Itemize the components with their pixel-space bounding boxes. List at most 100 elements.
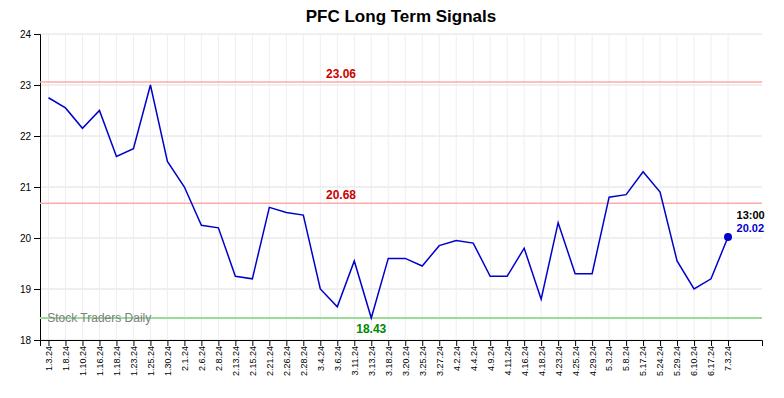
x-tick-label: 3.11.24 xyxy=(350,346,360,375)
x-tick-label: 5.29.24 xyxy=(672,346,682,376)
x-tick: 4.29.24 xyxy=(587,340,597,376)
price-line xyxy=(48,85,728,318)
x-tick: 3.13.24 xyxy=(367,340,377,376)
x-tick: 5.3.24 xyxy=(604,340,614,371)
x-tick-mark xyxy=(405,340,406,346)
x-tick-label: 3.20.24 xyxy=(401,346,411,376)
grid-line-x xyxy=(82,34,83,340)
x-tick: 4.4.24 xyxy=(469,340,479,371)
x-tick-label: 2.28.24 xyxy=(299,346,309,376)
last-label: 13:00 xyxy=(737,209,765,221)
x-tick: 1.10.24 xyxy=(78,340,88,376)
grid-line-x xyxy=(201,34,202,340)
y-tick: 23 xyxy=(20,80,40,91)
x-tick-label: 2.6.24 xyxy=(197,346,207,371)
x-tick-mark xyxy=(337,340,338,346)
y-tick-label: 23 xyxy=(20,80,32,91)
x-axis-line xyxy=(41,341,763,347)
grid-line-x xyxy=(439,34,440,340)
x-tick: 4.23.24 xyxy=(554,340,564,376)
grid-line-x xyxy=(48,34,49,340)
grid-line-x xyxy=(167,34,168,340)
grid-line-x xyxy=(660,34,661,340)
x-tick: 3.18.24 xyxy=(384,340,394,376)
x-tick-label: 3.25.24 xyxy=(418,346,428,376)
x-tick-label: 2.8.24 xyxy=(214,346,224,371)
grid-line-x xyxy=(575,34,576,340)
x-tick-label: 1.10.24 xyxy=(78,346,88,376)
x-tick: 1.23.24 xyxy=(129,340,139,376)
x-tick-label: 2.13.24 xyxy=(231,346,241,376)
grid-line-x xyxy=(524,34,525,340)
grid-line-x xyxy=(218,34,219,340)
marks xyxy=(40,82,762,318)
x-tick: 2.15.24 xyxy=(248,340,258,376)
x-tick: 4.2.24 xyxy=(452,340,462,371)
x-tick-mark xyxy=(235,340,236,346)
grid xyxy=(40,34,762,340)
x-tick: 1.3.24 xyxy=(44,340,54,371)
x-tick-mark xyxy=(422,340,423,346)
x-tick-mark xyxy=(643,340,644,346)
x-tick: 2.13.24 xyxy=(231,340,241,376)
x-tick: 1.18.24 xyxy=(112,340,122,376)
grid-line-y xyxy=(40,85,762,86)
x-tick-label: 6.10.24 xyxy=(689,346,699,376)
x-tick-mark xyxy=(150,340,151,346)
x-tick-label: 4.25.24 xyxy=(571,346,581,376)
x-tick-label: 7.3.24 xyxy=(723,346,733,371)
grid-line-x xyxy=(456,34,457,340)
x-tick: 1.16.24 xyxy=(95,340,105,376)
last-point xyxy=(724,233,732,241)
x-tick: 5.17.24 xyxy=(638,340,648,376)
grid-line-x xyxy=(405,34,406,340)
x-tick-mark xyxy=(507,340,508,346)
x-tick: 7.3.24 xyxy=(723,340,733,371)
y-tick-mark xyxy=(34,340,40,341)
x-tick-mark xyxy=(48,340,49,346)
y-tick-label: 18 xyxy=(20,335,32,346)
x-tick-mark xyxy=(456,340,457,346)
x-tick-label: 4.29.24 xyxy=(587,346,597,376)
y-axis-line xyxy=(34,35,41,341)
x-tick: 5.8.24 xyxy=(621,340,631,371)
x-tick-mark xyxy=(694,340,695,346)
grid-line-x xyxy=(541,34,542,340)
signal-label: 18.43 xyxy=(356,322,386,336)
grid-line-x xyxy=(371,34,372,340)
grid-line-x xyxy=(490,34,491,340)
grid-line-y xyxy=(40,238,762,239)
y-tick-mark xyxy=(34,238,40,239)
x-tick: 2.26.24 xyxy=(282,340,292,376)
grid-line-x xyxy=(643,34,644,340)
x-tick-mark xyxy=(269,340,270,346)
y-tick-label: 24 xyxy=(20,29,32,40)
y-tick: 20 xyxy=(20,233,40,244)
y-tick-mark xyxy=(34,34,40,35)
title: PFC Long Term Signals xyxy=(306,7,496,26)
x-tick: 2.1.24 xyxy=(180,340,190,371)
grid-line-x xyxy=(320,34,321,340)
grid-line-y xyxy=(40,34,762,35)
x-tick-mark xyxy=(371,340,372,346)
grid-line-x xyxy=(388,34,389,340)
x-tick-mark xyxy=(320,340,321,346)
x-tick: 4.9.24 xyxy=(486,340,496,371)
grid-line-x xyxy=(133,34,134,340)
x-tick-label: 2.26.24 xyxy=(282,346,292,376)
signal-line xyxy=(40,81,762,83)
x-tick-label: 1.25.24 xyxy=(146,346,156,376)
grid-line-x xyxy=(728,34,729,340)
signal-line xyxy=(40,203,762,205)
x-tick: 3.6.24 xyxy=(333,340,343,371)
grid-line-x xyxy=(252,34,253,340)
y-tick-label: 20 xyxy=(20,233,32,244)
x-tick-mark xyxy=(252,340,253,346)
x-tick-label: 4.18.24 xyxy=(537,346,547,376)
last-value: 20.02 xyxy=(737,222,765,234)
grid-line-x xyxy=(286,34,287,340)
grid-line-x xyxy=(711,34,712,340)
y-tick-mark xyxy=(34,85,40,86)
x-tick: 4.18.24 xyxy=(537,340,547,376)
x-tick-label: 3.4.24 xyxy=(316,346,326,371)
